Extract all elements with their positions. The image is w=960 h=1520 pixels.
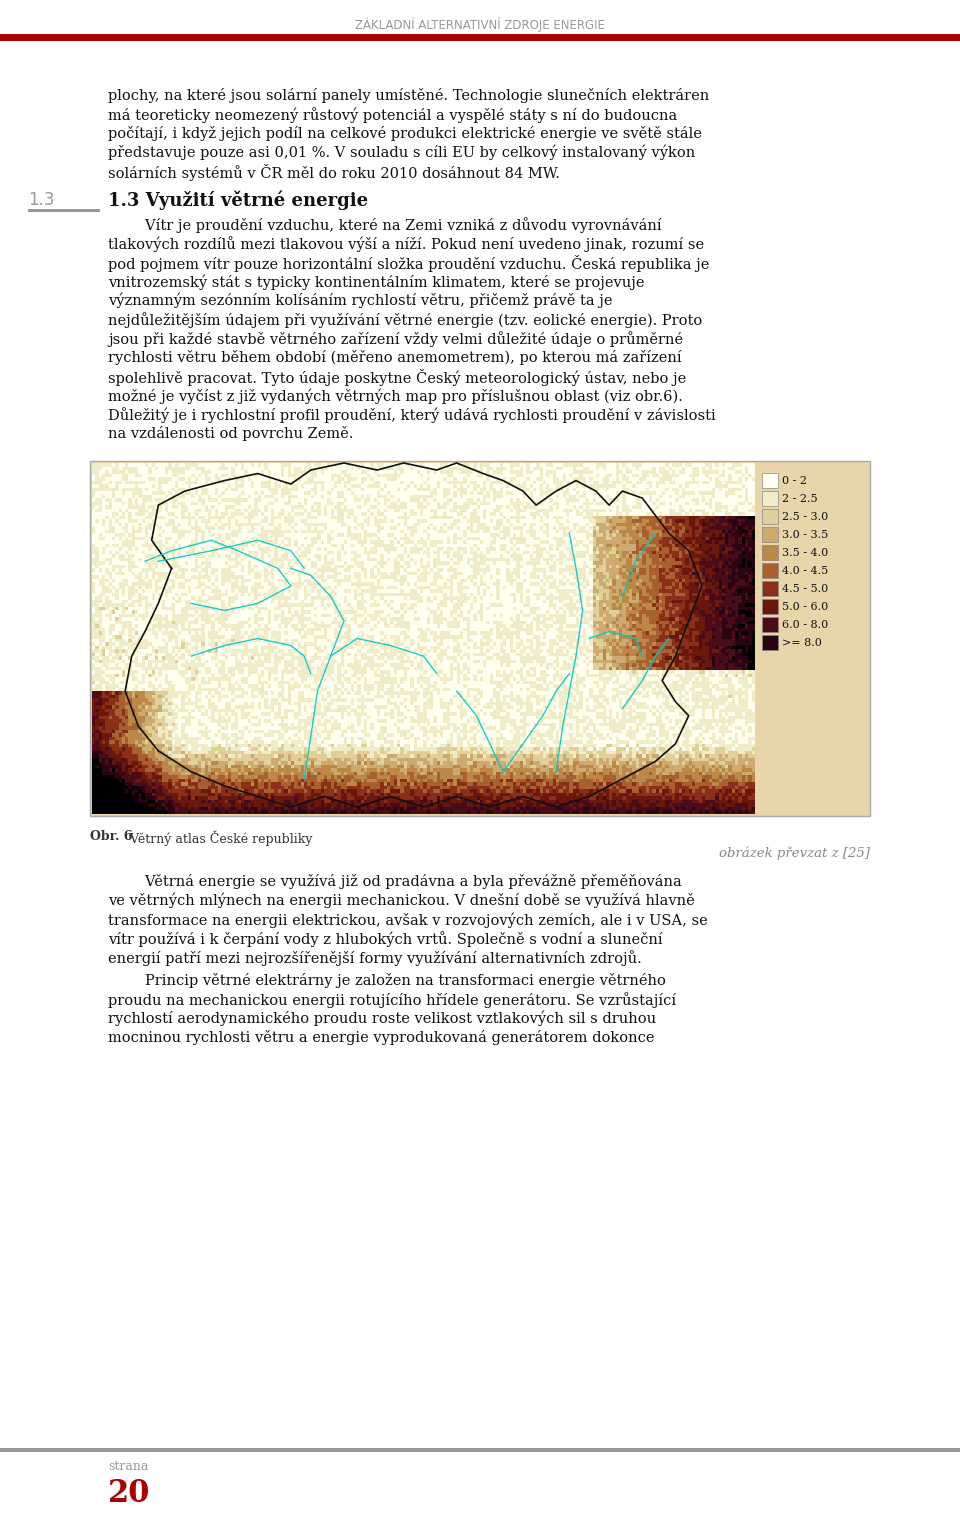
Bar	[0, 33, 960, 41]
Bar	[762, 546, 778, 559]
Text: rychlostí aerodynamického proudu roste velikost vztlakových sil s druhou: rychlostí aerodynamického proudu roste v…	[108, 1011, 656, 1026]
Bar	[762, 527, 778, 543]
Text: 3.5 - 4.0: 3.5 - 4.0	[782, 547, 828, 558]
Text: spolehlivě pracovat. Tyto údaje poskytne Český meteorologický ústav, nebo je: spolehlivě pracovat. Tyto údaje poskytne…	[108, 369, 686, 386]
Text: 3.0 - 3.5: 3.0 - 3.5	[782, 529, 828, 540]
Bar	[762, 562, 778, 578]
Text: vítr používá i k čerpání vody z hlubokých vrtů. Společně s vodní a sluneční: vítr používá i k čerpání vody z hlubokýc…	[108, 930, 662, 947]
Text: mocninou rychlosti větru a energie vyprodukovaná generátorem dokonce: mocninou rychlosti větru a energie vypro…	[108, 1031, 655, 1046]
Text: strana: strana	[108, 1461, 149, 1473]
Text: energií patří mezi nejrozšířenější formy využívání alternativních zdrojů.: energií patří mezi nejrozšířenější formy…	[108, 950, 641, 965]
Text: 2.5 - 3.0: 2.5 - 3.0	[782, 512, 828, 521]
Text: ve větrných mlýnech na energii mechanickou. V dnešní době se využívá hlavně: ve větrných mlýnech na energii mechanick…	[108, 894, 695, 909]
Text: 1.3: 1.3	[28, 192, 55, 210]
Text: 4.5 - 5.0: 4.5 - 5.0	[782, 584, 828, 593]
Bar	[28, 210, 100, 211]
Text: možné je vyčíst z již vydaných větrných map pro příslušnou oblast (viz obr.6).: možné je vyčíst z již vydaných větrných …	[108, 388, 683, 403]
Bar	[762, 617, 778, 632]
Text: nejdůležitějším údajem při využívání větrné energie (tzv. eolické energie). Prot: nejdůležitějším údajem při využívání vět…	[108, 312, 703, 328]
Bar	[762, 599, 778, 614]
Text: Obr. 6: Obr. 6	[90, 830, 132, 844]
Bar	[762, 491, 778, 506]
Text: tlakových rozdílů mezi tlakovou výší a níží. Pokud není uvedeno jinak, rozumí se: tlakových rozdílů mezi tlakovou výší a n…	[108, 236, 704, 252]
Text: 2 - 2.5: 2 - 2.5	[782, 494, 818, 503]
Text: >= 8.0: >= 8.0	[782, 637, 822, 648]
Text: představuje pouze asi 0,01 %. V souladu s cíli EU by celkový instalovaný výkon: představuje pouze asi 0,01 %. V souladu …	[108, 144, 695, 161]
Text: významným sezónním kolísáním rychlostí větru, přičemž právě ta je: významným sezónním kolísáním rychlostí v…	[108, 293, 612, 309]
Bar	[762, 509, 778, 524]
Text: jsou při každé stavbě větrného zařízení vždy velmi důležité údaje o průměrné: jsou při každé stavbě větrného zařízení …	[108, 331, 684, 347]
Text: 4.0 - 4.5: 4.0 - 4.5	[782, 565, 828, 576]
Text: ZÁKLADNÍ ALTERNATIVNÍ ZDROJE ENERGIE: ZÁKLADNÍ ALTERNATIVNÍ ZDROJE ENERGIE	[355, 18, 605, 32]
Bar	[0, 1449, 960, 1452]
Text: na vzdálenosti od povrchu Země.: na vzdálenosti od povrchu Země.	[108, 426, 353, 441]
Text: obrázek převzat z [25]: obrázek převzat z [25]	[719, 847, 870, 859]
Text: počítají, i když jejich podíl na celkové produkci elektrické energie ve světě st: počítají, i když jejich podíl na celkové…	[108, 126, 702, 141]
Text: 1.3 Využití větrné energie: 1.3 Využití větrné energie	[108, 192, 368, 210]
Text: vnitrozemský stát s typicky kontinentálním klimatem, které se projevuje: vnitrozemský stát s typicky kontinentáln…	[108, 274, 644, 289]
Text: Důležitý je i rychlostní profil proudění, který udává rychlosti proudění v závis: Důležitý je i rychlostní profil proudění…	[108, 407, 716, 423]
Text: Princip větrné elektrárny je založen na transformaci energie větrného: Princip větrné elektrárny je založen na …	[108, 973, 666, 988]
Text: proudu na mechanickou energii rotujícího hřídele generátoru. Se vzrůstající: proudu na mechanickou energii rotujícího…	[108, 993, 676, 1008]
Text: 6.0 - 8.0: 6.0 - 8.0	[782, 620, 828, 629]
Text: solárních systémů v ČR měl do roku 2010 dosáhnout 84 MW.: solárních systémů v ČR měl do roku 2010 …	[108, 164, 560, 181]
Text: pod pojmem vítr pouze horizontální složka proudění vzduchu. Česká republika je: pod pojmem vítr pouze horizontální složk…	[108, 255, 709, 272]
Text: Větrný atlas České republiky: Větrný atlas České republiky	[126, 830, 313, 845]
Text: Vítr je proudění vzduchu, které na Zemi vzniká z důvodu vyrovnávání: Vítr je proudění vzduchu, které na Zemi …	[108, 217, 661, 233]
Text: rychlosti větru během období (měřeno anemometrem), po kterou má zařízení: rychlosti větru během období (měřeno ane…	[108, 350, 682, 365]
Text: transformace na energii elektrickou, avšak v rozvojových zemích, ale i v USA, se: transformace na energii elektrickou, avš…	[108, 912, 708, 927]
Text: 5.0 - 6.0: 5.0 - 6.0	[782, 602, 828, 611]
Text: Větrná energie se využívá již od pradávna a byla převážně přeměňována: Větrná energie se využívá již od pradávn…	[108, 874, 682, 889]
Text: 0 - 2: 0 - 2	[782, 476, 807, 485]
Bar	[762, 473, 778, 488]
Text: má teoreticky neomezený růstový potenciál a vyspělé státy s ní do budoucna: má teoreticky neomezený růstový potenciá…	[108, 106, 677, 123]
Bar	[90, 461, 870, 816]
Text: 20: 20	[108, 1477, 151, 1509]
Text: plochy, na které jsou solární panely umístěné. Technologie slunečních elektráren: plochy, na které jsou solární panely umí…	[108, 88, 709, 103]
Bar	[762, 581, 778, 596]
Bar	[762, 635, 778, 651]
